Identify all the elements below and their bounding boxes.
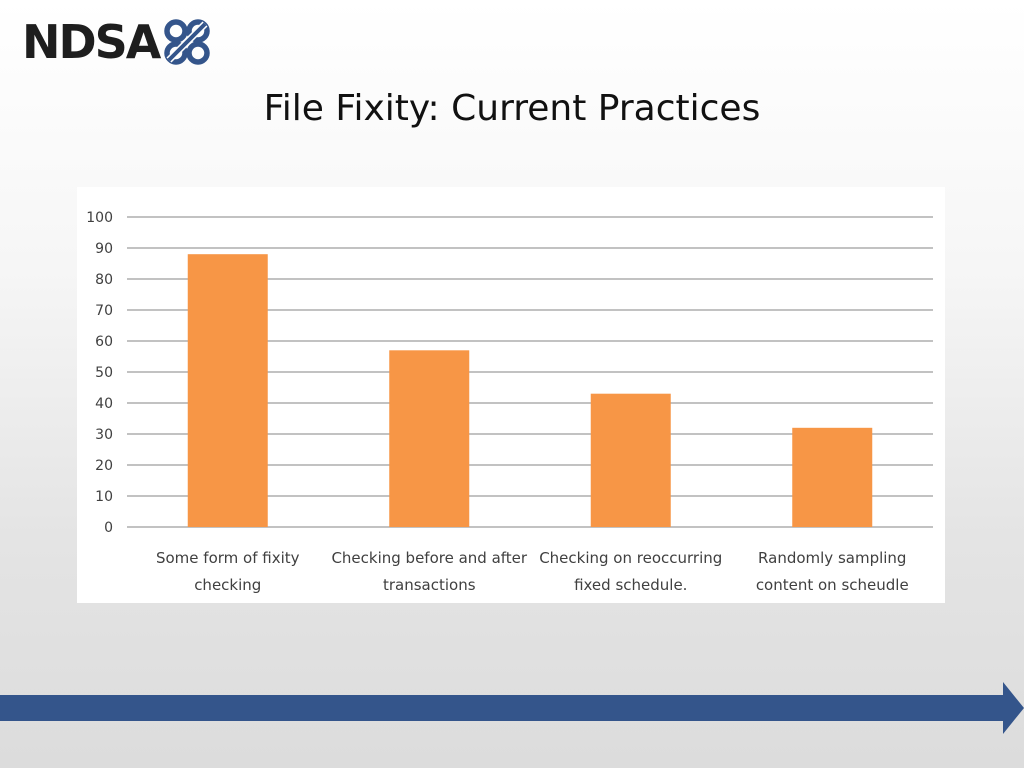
y-tick-label: 70	[95, 303, 113, 319]
slide-title: File Fixity: Current Practices	[263, 88, 761, 129]
y-tick-label: 100	[86, 210, 113, 226]
bar	[590, 393, 671, 527]
chart-canvas: 0 10 20 30 40 50 60 70 80 90 100 Some form of fixit…	[86, 210, 933, 594]
logo-text: NDSA	[22, 15, 161, 69]
ndsa-knot-icon	[164, 19, 211, 65]
y-tick-label: 0	[104, 520, 113, 536]
x-tick-label: Checking on reoccurring	[539, 549, 722, 567]
y-tick-label: 40	[95, 396, 113, 412]
y-tick-label: 80	[95, 272, 113, 288]
y-tick-label: 20	[95, 458, 113, 474]
bar	[187, 254, 268, 527]
x-tick-label: Randomly sampling	[758, 549, 906, 567]
x-tick-label: Checking before and after	[331, 549, 527, 567]
bar-chart: 0 10 20 30 40 50 60 70 80 90 100 Some form of fixit…	[77, 187, 945, 603]
x-tick-label: checking	[194, 576, 261, 594]
y-tick-label: 10	[95, 489, 113, 505]
y-tick-label: 60	[95, 334, 113, 350]
x-tick-label: Some form of fixity	[156, 549, 300, 567]
x-tick-label: fixed schedule.	[574, 576, 687, 594]
bar	[792, 427, 873, 527]
y-tick-label: 50	[95, 365, 113, 381]
y-tick-label: 30	[95, 427, 113, 443]
ndsa-logo: NDSA	[22, 14, 213, 70]
x-tick-label: transactions	[383, 576, 476, 594]
progress-arrow	[0, 682, 1024, 734]
x-tick-label: content on scheudle	[756, 576, 909, 594]
arrow-shape	[0, 682, 1024, 734]
bar	[389, 350, 470, 527]
y-tick-label: 90	[95, 241, 113, 257]
